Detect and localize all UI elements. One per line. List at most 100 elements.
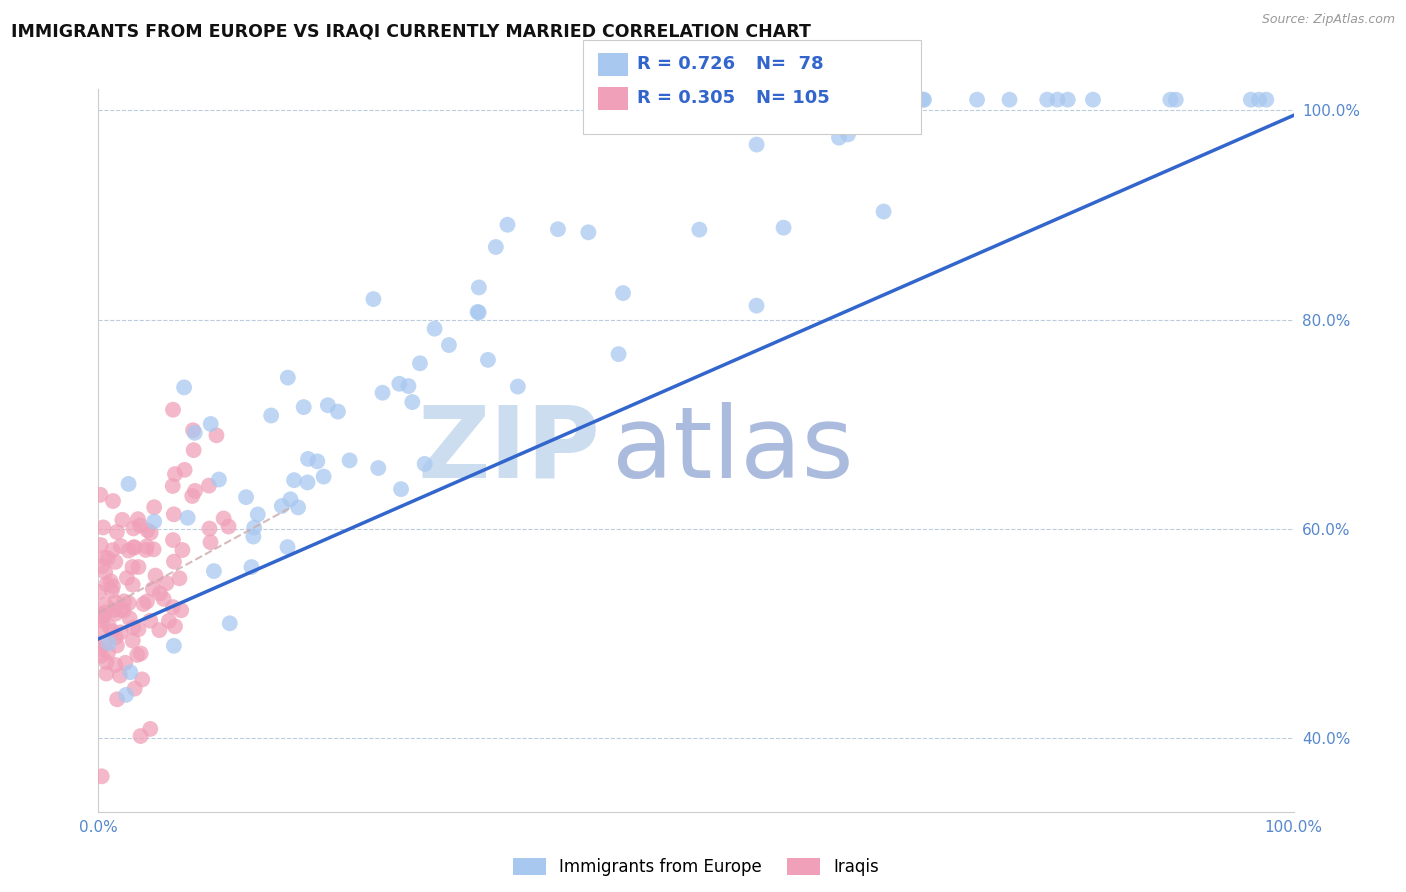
- Iraqis: [129, 729, 152, 743]
- Text: Source: ZipAtlas.com: Source: ZipAtlas.com: [1261, 13, 1395, 27]
- Iraqis: [89, 641, 111, 656]
- Immigrants from Europe: [163, 639, 186, 653]
- Iraqis: [136, 523, 159, 537]
- Immigrants from Europe: [745, 299, 768, 313]
- Immigrants from Europe: [339, 453, 361, 467]
- Immigrants from Europe: [176, 510, 198, 524]
- Iraqis: [169, 571, 191, 585]
- Immigrants from Europe: [883, 93, 905, 107]
- Immigrants from Europe: [143, 515, 166, 529]
- Iraqis: [142, 582, 165, 596]
- Iraqis: [105, 639, 128, 653]
- Iraqis: [89, 488, 111, 502]
- Iraqis: [135, 542, 157, 557]
- Immigrants from Europe: [1056, 93, 1078, 107]
- Immigrants from Europe: [396, 379, 419, 393]
- Iraqis: [118, 611, 141, 625]
- Iraqis: [112, 604, 135, 618]
- Iraqis: [93, 636, 115, 650]
- Iraqis: [91, 614, 114, 628]
- Immigrants from Europe: [745, 137, 768, 152]
- Iraqis: [90, 623, 112, 637]
- Immigrants from Europe: [202, 564, 225, 578]
- Iraqis: [148, 623, 170, 637]
- Iraqis: [114, 656, 136, 670]
- Iraqis: [142, 542, 165, 557]
- Iraqis: [104, 607, 127, 621]
- Immigrants from Europe: [388, 376, 411, 391]
- Iraqis: [110, 539, 132, 553]
- Iraqis: [163, 555, 186, 569]
- Immigrants from Europe: [1256, 93, 1278, 107]
- Immigrants from Europe: [912, 93, 935, 107]
- Iraqis: [122, 541, 145, 555]
- Iraqis: [127, 622, 149, 636]
- Immigrants from Europe: [371, 385, 394, 400]
- Iraqis: [97, 551, 120, 566]
- Text: R = 0.305: R = 0.305: [637, 89, 735, 107]
- Iraqis: [127, 512, 149, 526]
- Immigrants from Europe: [307, 454, 329, 468]
- Iraqis: [127, 560, 149, 574]
- Iraqis: [97, 619, 120, 633]
- Iraqis: [139, 525, 162, 540]
- Iraqis: [94, 606, 117, 620]
- Iraqis: [127, 648, 149, 662]
- Immigrants from Europe: [1081, 93, 1104, 107]
- Iraqis: [131, 673, 153, 687]
- Iraqis: [157, 614, 180, 628]
- Immigrants from Europe: [547, 222, 569, 236]
- Immigrants from Europe: [115, 688, 138, 702]
- Immigrants from Europe: [312, 469, 335, 483]
- Iraqis: [93, 608, 115, 623]
- Immigrants from Europe: [1240, 93, 1263, 107]
- Iraqis: [170, 603, 193, 617]
- Iraqis: [104, 630, 127, 644]
- Iraqis: [136, 594, 159, 608]
- Immigrants from Europe: [1036, 93, 1059, 107]
- Immigrants from Europe: [173, 380, 195, 394]
- Immigrants from Europe: [120, 665, 142, 680]
- Iraqis: [139, 614, 162, 628]
- Iraqis: [101, 624, 124, 639]
- Immigrants from Europe: [326, 404, 349, 418]
- Immigrants from Europe: [1159, 93, 1181, 107]
- Iraqis: [184, 483, 207, 498]
- Immigrants from Europe: [1164, 93, 1187, 107]
- Immigrants from Europe: [413, 457, 436, 471]
- Iraqis: [94, 598, 117, 612]
- Immigrants from Europe: [437, 338, 460, 352]
- Text: R = 0.726: R = 0.726: [637, 55, 735, 73]
- Iraqis: [100, 583, 122, 598]
- Iraqis: [200, 535, 222, 549]
- Iraqis: [198, 478, 221, 492]
- Iraqis: [198, 522, 221, 536]
- Iraqis: [145, 568, 167, 582]
- Iraqis: [163, 619, 186, 633]
- Immigrants from Europe: [367, 461, 389, 475]
- Iraqis: [205, 428, 228, 442]
- Iraqis: [181, 423, 204, 437]
- Iraqis: [90, 648, 112, 663]
- Immigrants from Europe: [208, 473, 231, 487]
- Text: N=  78: N= 78: [756, 55, 824, 73]
- Immigrants from Europe: [277, 370, 299, 384]
- Immigrants from Europe: [409, 356, 432, 370]
- Immigrants from Europe: [117, 476, 139, 491]
- Iraqis: [162, 600, 184, 615]
- Text: ZIP: ZIP: [418, 402, 600, 499]
- Immigrants from Europe: [280, 492, 302, 507]
- Iraqis: [121, 577, 143, 591]
- Iraqis: [96, 655, 118, 669]
- Immigrants from Europe: [468, 280, 491, 294]
- Iraqis: [162, 402, 184, 417]
- Immigrants from Europe: [389, 482, 412, 496]
- Iraqis: [94, 565, 117, 579]
- Iraqis: [115, 571, 138, 585]
- Iraqis: [181, 489, 204, 503]
- Immigrants from Europe: [576, 225, 599, 239]
- Text: N= 105: N= 105: [756, 89, 830, 107]
- Iraqis: [89, 608, 111, 623]
- Iraqis: [129, 518, 152, 533]
- Iraqis: [96, 577, 118, 591]
